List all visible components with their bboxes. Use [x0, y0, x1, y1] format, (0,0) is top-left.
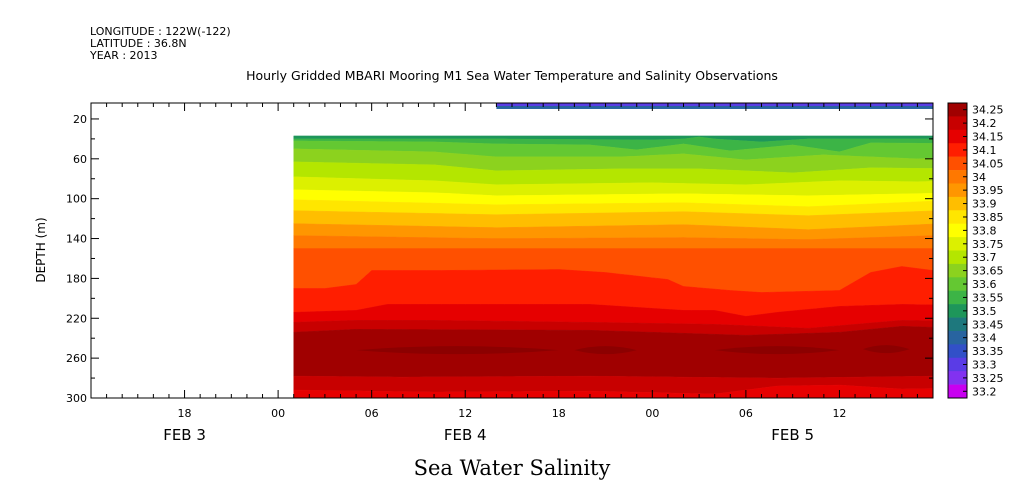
salinity-core-patch — [574, 346, 637, 355]
colorbar-label: 33.3 — [972, 358, 997, 371]
colorbar-swatch — [948, 196, 967, 211]
colorbar-swatch — [948, 156, 967, 171]
colorbar-swatch — [948, 143, 967, 157]
colorbar: 34.2534.234.1534.134.053433.9533.933.853… — [947, 102, 1004, 399]
colorbar-swatch — [948, 384, 967, 399]
x-tick-label: 18 — [178, 407, 192, 420]
y-tick-label: 180 — [66, 272, 87, 285]
colorbar-label: 33.75 — [972, 238, 1004, 251]
chart-title: Hourly Gridded MBARI Mooring M1 Sea Wate… — [246, 68, 778, 83]
colorbar-label: 34.25 — [972, 104, 1004, 117]
colorbar-swatch — [948, 129, 967, 144]
colorbar-swatch — [948, 237, 967, 251]
salinity-core-patch — [356, 346, 559, 355]
colorbar-swatch — [948, 103, 967, 117]
colorbar-swatch — [948, 344, 967, 359]
colorbar-frame — [947, 102, 968, 399]
colorbar-label: 34.05 — [972, 157, 1004, 170]
x-date-label: FEB 4 — [444, 426, 487, 444]
colorbar-label: 33.45 — [972, 318, 1004, 331]
x-tick-label: 12 — [458, 407, 472, 420]
x-tick-label: 06 — [365, 407, 379, 420]
colorbar-swatch — [948, 330, 967, 345]
colorbar-swatch — [948, 183, 967, 198]
salinity-core-patch — [862, 345, 910, 354]
y-tick-label: 100 — [66, 193, 87, 206]
surface-band-lower — [496, 105, 933, 109]
x-tick-label: 18 — [552, 407, 566, 420]
salinity-band — [293, 384, 933, 398]
colorbar-label: 34.1 — [972, 144, 997, 157]
colorbar-swatch — [948, 210, 967, 224]
x-tick-label: 00 — [271, 407, 285, 420]
colorbar-swatch — [948, 290, 967, 305]
colorbar-label: 33.65 — [972, 265, 1004, 278]
colorbar-swatch — [948, 223, 967, 238]
colorbar-label: 33.4 — [972, 332, 997, 345]
colorbar-label: 33.8 — [972, 224, 997, 237]
x-tick-label: 06 — [739, 407, 753, 420]
year-label: YEAR : 2013 — [89, 49, 158, 62]
colorbar-label: 33.5 — [972, 305, 997, 318]
colorbar-label: 33.85 — [972, 211, 1004, 224]
plot-area: 20 60 100 140 180 220 260 300 18 00 06 12 18 00 06 12 F… — [66, 102, 934, 444]
colorbar-label: 34.2 — [972, 117, 997, 130]
latitude-label: LATITUDE : 36.8N — [90, 37, 187, 50]
x-tick-label: 00 — [645, 407, 659, 420]
colorbar-label: 33.6 — [972, 278, 997, 291]
colorbar-label: 33.95 — [972, 184, 1004, 197]
colorbar-label: 33.7 — [972, 251, 997, 264]
y-tick-label: 60 — [73, 153, 87, 166]
colorbar-swatch — [948, 371, 967, 385]
longitude-label: LONGITUDE : 122W(-122) — [90, 25, 231, 38]
colorbar-swatch — [948, 277, 967, 292]
y-tick-label: 20 — [73, 113, 87, 126]
colorbar-swatch — [948, 317, 967, 332]
colorbar-swatch — [948, 263, 967, 278]
colorbar-label: 33.55 — [972, 291, 1004, 304]
y-tick-label: 220 — [66, 312, 87, 325]
x-axis: 18 00 06 12 18 00 06 12 FEB 3 FEB 4 FEB 5 — [90, 103, 934, 444]
salinity-core-patch — [714, 346, 840, 355]
colorbar-label: 34.15 — [972, 131, 1004, 144]
colorbar-label: 33.2 — [972, 385, 997, 398]
colorbar-swatch — [948, 116, 967, 131]
variable-name: Sea Water Salinity — [414, 456, 611, 480]
y-axis: 20 60 100 140 180 220 260 300 — [66, 113, 933, 405]
colorbar-label: 33.35 — [972, 345, 1004, 358]
colorbar-swatch — [948, 170, 967, 184]
y-tick-label: 140 — [66, 233, 87, 246]
colorbar-swatch — [948, 357, 967, 372]
salinity-field — [293, 135, 933, 398]
y-tick-label: 300 — [66, 392, 87, 405]
colorbar-swatch — [948, 304, 967, 318]
x-date-label: FEB 3 — [163, 426, 206, 444]
y-tick-label: 260 — [66, 352, 87, 365]
y-axis-label: DEPTH (m) — [34, 217, 48, 282]
colorbar-label: 34 — [972, 171, 986, 184]
colorbar-swatch — [948, 250, 967, 265]
x-date-label: FEB 5 — [771, 426, 814, 444]
x-tick-label: 12 — [832, 407, 846, 420]
colorbar-label: 33.25 — [972, 372, 1004, 385]
colorbar-label: 33.9 — [972, 198, 997, 211]
